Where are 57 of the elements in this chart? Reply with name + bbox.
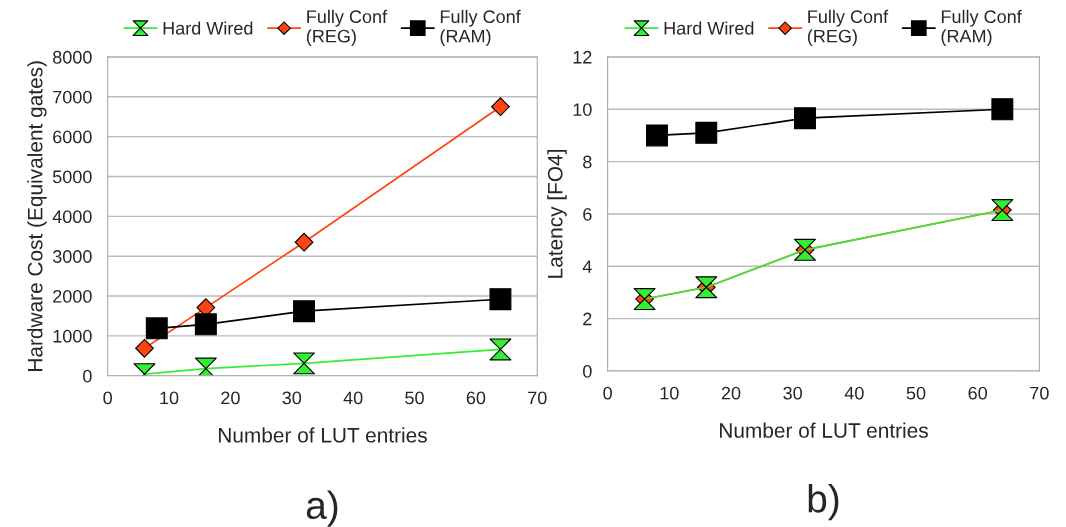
legend-label: Fully Conf (RAM) xyxy=(941,9,1022,47)
point xyxy=(491,97,510,117)
text: a) xyxy=(306,490,338,527)
point xyxy=(645,124,668,147)
y-tick-label: 6 xyxy=(583,207,592,221)
point xyxy=(695,121,718,144)
point xyxy=(991,98,1014,121)
point xyxy=(293,300,316,323)
point xyxy=(489,338,512,361)
y-tick-label: 6000 xyxy=(53,130,92,144)
x-tick-label: 70 xyxy=(528,391,547,405)
point xyxy=(145,317,168,340)
x-tick-label: 30 xyxy=(783,386,802,400)
x-axis-title: Number of LUT entries xyxy=(219,427,427,443)
x-tick-label: 10 xyxy=(160,391,179,405)
y-tick-label: 8 xyxy=(583,155,592,169)
x-tick-label: 70 xyxy=(1030,386,1049,400)
x-tick-label: 50 xyxy=(405,391,424,405)
x-tick-label: 40 xyxy=(844,386,864,400)
y-tick-label: 12 xyxy=(573,50,592,64)
legend-label: Fully Conf (RAM) xyxy=(440,9,521,47)
x-tick-label: 20 xyxy=(721,386,741,400)
y-axis-title: Latency [FO4] xyxy=(547,150,567,278)
y-axis-title: Hardware Cost (Equivalent gates) xyxy=(27,61,47,371)
point xyxy=(794,107,816,130)
x-tick-label: 50 xyxy=(906,386,926,400)
y-tick-label: 0 xyxy=(83,369,92,383)
y-tick-label: 4000 xyxy=(52,210,92,224)
y-tick-label: 7000 xyxy=(53,90,92,104)
y-tick-label: 1000 xyxy=(53,329,92,343)
legend-label: Hard Wired xyxy=(664,21,754,35)
legend-label: Fully Conf (REG) xyxy=(306,9,388,47)
x-tick-label: 0 xyxy=(603,386,612,400)
y-tick-label: 8000 xyxy=(53,50,92,64)
x-tick-label: 30 xyxy=(282,391,302,405)
point xyxy=(489,288,512,311)
x-axis-title: Number of LUT entries xyxy=(720,422,928,438)
y-tick-label: 4 xyxy=(582,260,592,273)
x-tick-label: 10 xyxy=(660,386,679,400)
x-tick-label: 60 xyxy=(466,391,486,405)
point xyxy=(293,352,316,375)
y-tick-label: 2000 xyxy=(53,289,92,303)
x-tick-label: 40 xyxy=(343,391,363,405)
y-tick-label: 10 xyxy=(573,103,592,116)
point xyxy=(135,338,154,358)
legend-label: Fully Conf (REG) xyxy=(807,9,889,47)
point xyxy=(294,232,314,252)
y-tick-label: 5000 xyxy=(52,170,92,184)
x-tick-label: 20 xyxy=(221,391,240,405)
y-tick-label: 2 xyxy=(583,312,592,326)
text: b) xyxy=(808,484,839,521)
point xyxy=(194,313,217,336)
x-tick-label: 60 xyxy=(968,386,988,400)
y-tick-label: 3000 xyxy=(52,250,92,263)
x-tick-label: 0 xyxy=(103,391,112,405)
legend-label: Hard Wired xyxy=(163,21,253,35)
y-tick-label: 0 xyxy=(583,364,592,378)
